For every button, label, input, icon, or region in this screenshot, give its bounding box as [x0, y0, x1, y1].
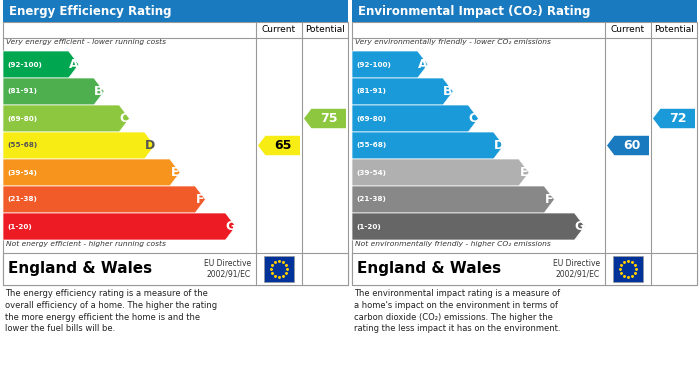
Text: 75: 75: [320, 112, 337, 125]
Polygon shape: [352, 213, 584, 240]
Bar: [352, 22, 697, 285]
Bar: [352, 0, 697, 22]
Polygon shape: [3, 159, 180, 186]
Text: (81-91): (81-91): [356, 88, 386, 95]
Polygon shape: [352, 78, 453, 105]
Bar: [3, 253, 348, 285]
Text: Potential: Potential: [654, 25, 694, 34]
Text: (92-100): (92-100): [7, 61, 42, 68]
Text: (92-100): (92-100): [356, 61, 391, 68]
Text: Current: Current: [262, 25, 296, 34]
Polygon shape: [3, 78, 104, 105]
Bar: [613, 256, 643, 282]
Polygon shape: [3, 105, 130, 132]
Text: (39-54): (39-54): [356, 170, 386, 176]
Text: (55-68): (55-68): [7, 142, 37, 149]
Text: (1-20): (1-20): [7, 224, 31, 230]
Bar: [352, 253, 697, 285]
Bar: [264, 256, 294, 282]
Text: (55-68): (55-68): [356, 142, 386, 149]
Text: (81-91): (81-91): [7, 88, 37, 95]
Text: 65: 65: [274, 139, 291, 152]
Bar: [3, 0, 348, 22]
Text: C: C: [120, 112, 129, 125]
Text: (1-20): (1-20): [356, 224, 381, 230]
Text: 72: 72: [669, 112, 687, 125]
Text: E: E: [519, 166, 528, 179]
Text: A: A: [69, 58, 78, 71]
Text: EU Directive
2002/91/EC: EU Directive 2002/91/EC: [204, 259, 251, 279]
Text: (21-38): (21-38): [356, 197, 386, 203]
Text: C: C: [469, 112, 478, 125]
Text: B: B: [94, 85, 104, 98]
Polygon shape: [3, 186, 205, 213]
Polygon shape: [304, 109, 346, 128]
Text: England & Wales: England & Wales: [357, 262, 501, 276]
Bar: [3, 22, 348, 285]
Text: Potential: Potential: [305, 25, 345, 34]
Polygon shape: [352, 51, 428, 78]
Text: The environmental impact rating is a measure of
a home's impact on the environme: The environmental impact rating is a mea…: [354, 289, 561, 334]
Text: F: F: [545, 193, 554, 206]
Polygon shape: [352, 105, 479, 132]
Text: The energy efficiency rating is a measure of the
overall efficiency of a home. T: The energy efficiency rating is a measur…: [5, 289, 217, 334]
Text: E: E: [171, 166, 179, 179]
Polygon shape: [3, 51, 79, 78]
Text: G: G: [575, 220, 584, 233]
Text: Very environmentally friendly - lower CO₂ emissions: Very environmentally friendly - lower CO…: [355, 39, 551, 45]
Text: G: G: [225, 220, 236, 233]
Text: D: D: [494, 139, 504, 152]
Text: Current: Current: [611, 25, 645, 34]
Polygon shape: [3, 213, 236, 240]
Text: (39-54): (39-54): [7, 170, 37, 176]
Text: Energy Efficiency Rating: Energy Efficiency Rating: [9, 5, 171, 18]
Polygon shape: [653, 109, 695, 128]
Polygon shape: [352, 132, 504, 159]
Text: B: B: [443, 85, 453, 98]
Text: Very energy efficient - lower running costs: Very energy efficient - lower running co…: [6, 39, 166, 45]
Polygon shape: [3, 132, 155, 159]
Text: England & Wales: England & Wales: [8, 262, 152, 276]
Text: (69-80): (69-80): [356, 115, 386, 122]
Polygon shape: [352, 186, 554, 213]
Text: D: D: [144, 139, 155, 152]
Text: F: F: [196, 193, 204, 206]
Text: (21-38): (21-38): [7, 197, 37, 203]
Text: Environmental Impact (CO₂) Rating: Environmental Impact (CO₂) Rating: [358, 5, 590, 18]
Polygon shape: [607, 136, 649, 155]
Polygon shape: [352, 159, 529, 186]
Text: Not energy efficient - higher running costs: Not energy efficient - higher running co…: [6, 241, 166, 247]
Text: A: A: [418, 58, 428, 71]
Text: 60: 60: [623, 139, 640, 152]
Polygon shape: [258, 136, 300, 155]
Text: (69-80): (69-80): [7, 115, 37, 122]
Text: EU Directive
2002/91/EC: EU Directive 2002/91/EC: [553, 259, 600, 279]
Text: Not environmentally friendly - higher CO₂ emissions: Not environmentally friendly - higher CO…: [355, 241, 551, 247]
